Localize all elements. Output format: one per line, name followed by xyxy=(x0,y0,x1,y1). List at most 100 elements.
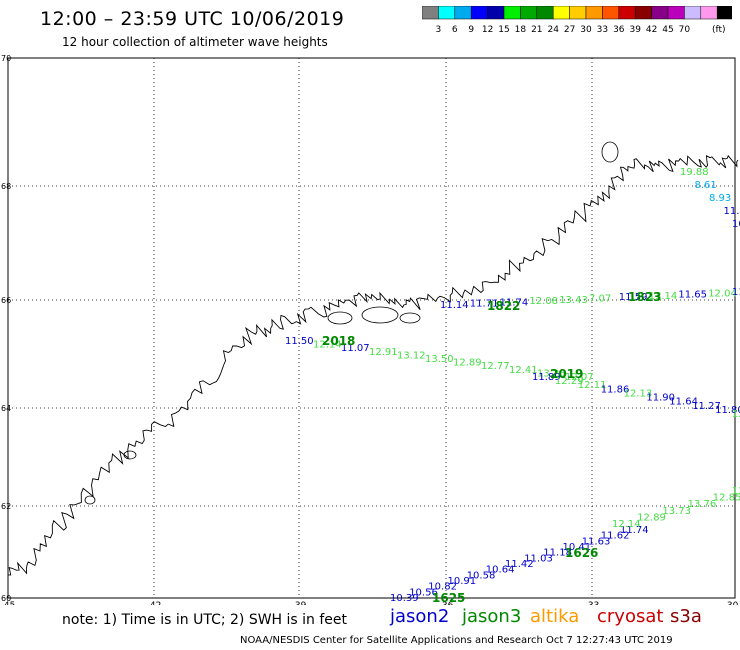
swh-label: 11.03 xyxy=(732,287,740,298)
scale-label: 15 xyxy=(498,25,509,35)
swh-label: 11.18 xyxy=(543,548,572,559)
swh-label: 11.64 xyxy=(669,397,698,408)
satellite-jason3: jason3 xyxy=(462,606,522,627)
track-time-label: 1823 xyxy=(628,290,661,304)
lon-label: -39 xyxy=(292,601,307,605)
lon-label: -42 xyxy=(147,601,162,605)
lon-label: -30 xyxy=(724,601,739,605)
scale-unit: (ft) xyxy=(712,25,726,35)
swh-label: 11.62 xyxy=(601,531,630,542)
island xyxy=(84,495,96,505)
scale-label: 3 xyxy=(436,25,442,35)
lon-label: -36 xyxy=(439,601,454,605)
satellite-s3a: s3a xyxy=(670,606,702,627)
swh-label: 12.77 xyxy=(481,361,510,372)
swh-label: 19.88 xyxy=(680,167,709,178)
track-time-label: 2019 xyxy=(550,367,583,381)
scale-label: 36 xyxy=(613,25,625,35)
swh-label: 12.2 xyxy=(732,409,740,420)
swh-label: 12.08 xyxy=(529,296,558,307)
map-subtitle: 12 hour collection of altimeter wave hei… xyxy=(62,35,328,49)
scale-label: 12 xyxy=(482,25,493,35)
swh-label: 11.74 xyxy=(500,297,529,308)
lat-label: 66 xyxy=(1,296,11,305)
swh-label: 7.07 xyxy=(589,294,611,305)
coastline xyxy=(7,154,739,576)
swh-label: 11.80 xyxy=(715,405,740,416)
swh-label: 11.59 xyxy=(619,292,648,303)
wave-height-map: -45 -42 -39 -36 -33 -30 70 68 66 64 62 60 11.1411.71… xyxy=(1,54,740,605)
swh-label: 12.8 xyxy=(732,486,740,497)
swh-label: 12.85 xyxy=(713,493,740,504)
swh-label: 12.07 xyxy=(565,372,594,383)
swh-label: 13.50 xyxy=(425,354,454,365)
swh-label: 8.61 xyxy=(695,180,717,191)
swh-label: 10.64 xyxy=(486,565,515,576)
lat-label: 60 xyxy=(1,594,11,603)
swh-label: 10.41 xyxy=(563,542,592,553)
lon-label: -45 xyxy=(1,601,16,605)
satellite-jason2: jason2 xyxy=(390,606,450,627)
swh-label: 12.04 xyxy=(708,288,737,299)
swh-label: 10.91 xyxy=(448,576,477,587)
swh-label: 8.93 xyxy=(709,193,731,204)
track-time-label: 1625 xyxy=(432,591,465,605)
lat-label: 70 xyxy=(1,54,11,63)
swh-label: 11.27 xyxy=(692,401,721,412)
satellite-altika: altika xyxy=(530,606,580,627)
swh-label: 11.86 xyxy=(601,384,630,395)
swh-label: 12.14 xyxy=(313,340,342,351)
swh-label: 10.56 xyxy=(409,587,438,598)
footnote: note: 1) Time is in UTC; 2) SWH is in fe… xyxy=(62,612,348,628)
scale-label: 18 xyxy=(515,25,527,35)
credit-line: NOAA/NESDIS Center for Satellite Applica… xyxy=(240,635,673,646)
swh-label: 12.89 xyxy=(637,512,666,523)
swh-label: 13.14 xyxy=(649,291,678,302)
scale-label: 30 xyxy=(580,25,592,35)
island xyxy=(123,450,137,460)
scale-label: 21 xyxy=(531,25,542,35)
swh-label: 11.90 xyxy=(646,393,675,404)
scale-label: 42 xyxy=(646,25,657,35)
swh-label: 11.89 xyxy=(532,372,561,383)
swh-label: 12.11 xyxy=(578,380,607,391)
track-time-label: 2018 xyxy=(322,334,355,348)
satellite-cryosat: cryosat xyxy=(597,606,664,627)
swh-label: 12.14 xyxy=(612,519,641,530)
scale-label: 33 xyxy=(597,25,608,35)
swh-label: 12.13 xyxy=(624,388,653,399)
swh-label: 10.82 xyxy=(428,582,457,593)
swh-label: 13.26 xyxy=(537,368,566,379)
scale-swatch xyxy=(716,6,732,20)
lat-label: 64 xyxy=(1,404,11,413)
scale-label: 70 xyxy=(679,25,691,35)
swh-label: 13.76 xyxy=(688,499,717,510)
swh-label: 11.74 xyxy=(620,525,649,536)
swh-label: 11.4 xyxy=(724,206,740,217)
track-time-label: 1626 xyxy=(565,546,598,560)
swh-label: 11.63 xyxy=(582,536,611,547)
swh-label: 13.12 xyxy=(397,350,426,361)
lat-label: 62 xyxy=(1,502,11,511)
swh-label: 10.58 xyxy=(467,570,496,581)
swh-label: 11.14 xyxy=(440,300,469,311)
scale-label: 24 xyxy=(547,25,559,35)
lat-label: 68 xyxy=(1,182,11,191)
color-scale: 3 6 9 12 15 18 21 24 27 30 33 36 39 42 45 70 (ft) xyxy=(422,6,732,35)
swh-label: 11.03 xyxy=(524,553,553,564)
map-frame xyxy=(7,57,736,599)
scale-label: 27 xyxy=(564,25,575,35)
lon-label: -33 xyxy=(585,601,600,605)
swh-label: 10 xyxy=(732,219,740,230)
island xyxy=(361,306,399,324)
scale-label: 6 xyxy=(452,25,458,35)
swh-label: 11.71 xyxy=(470,299,499,310)
scale-label: 39 xyxy=(629,25,641,35)
map-title: 12:00 – 23:59 UTC 10/06/2019 xyxy=(40,8,345,30)
swh-label: 11.07 xyxy=(341,343,370,354)
swh-label: 11.42 xyxy=(505,559,534,570)
scale-label: 9 xyxy=(468,25,474,35)
swh-label: 11.50 xyxy=(285,336,314,347)
island xyxy=(399,312,421,324)
swh-label: 11.65 xyxy=(678,290,707,301)
